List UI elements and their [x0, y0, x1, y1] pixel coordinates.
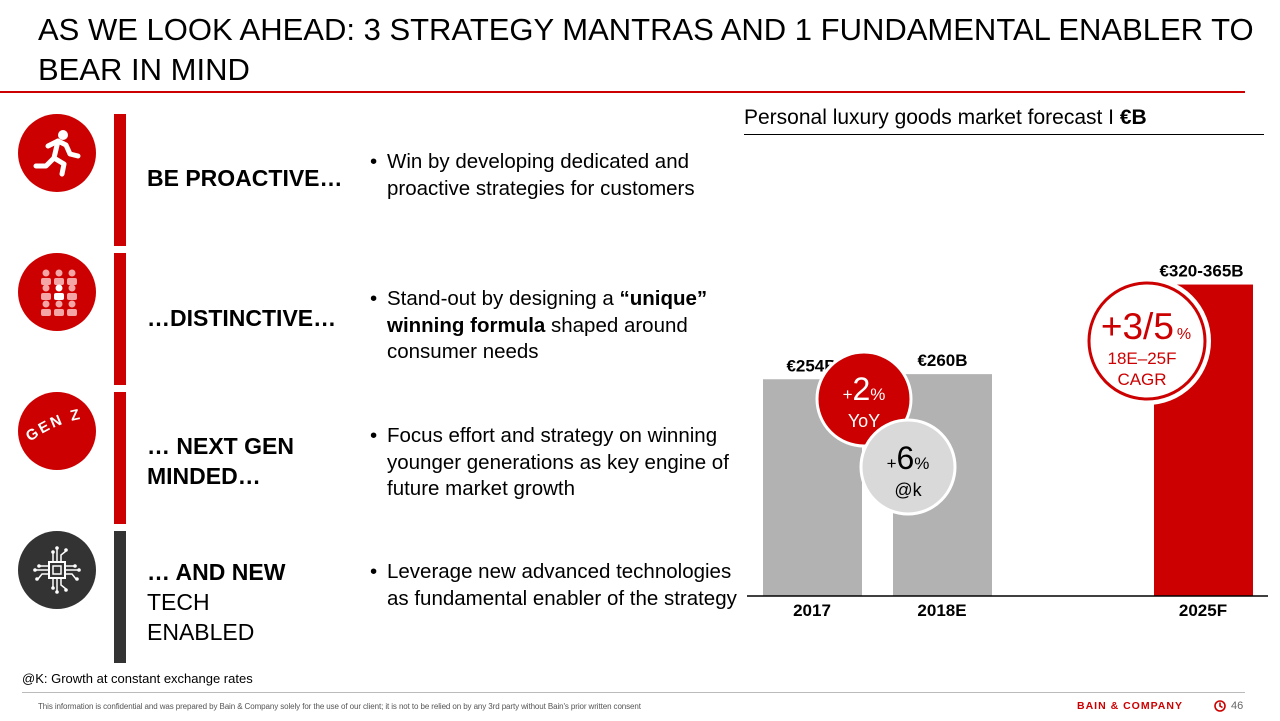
confidential-notice: This information is confidential and was… — [38, 702, 641, 711]
gen-z-label: GEN Z — [23, 406, 81, 445]
data-label: €254B — [786, 356, 836, 375]
x-tick-label: 2017 — [793, 601, 831, 620]
mantra-next-gen: … NEXT GEN MINDED… — [147, 433, 294, 489]
constant-fx-growth-badge: +6% @k — [859, 418, 957, 516]
x-tick-label: 2018E — [917, 601, 966, 620]
page-title: AS WE LOOK AHEAD: 3 STRATEGY MANTRAS AND… — [38, 12, 1254, 87]
mantra-distinctive: …DISTINCTIVE… — [147, 305, 337, 331]
row-accent-bar — [114, 114, 126, 246]
x-tick-label: 2025F — [1179, 601, 1227, 620]
row-accent-bar — [114, 392, 126, 524]
svg-text:@k: @k — [894, 480, 922, 500]
yoy-growth-badge: +2% YoY — [815, 350, 913, 448]
bullet-next-gen: • Focus effort and strategy on winning y… — [370, 424, 729, 500]
crowd-icon — [18, 253, 96, 331]
row-accent-bar — [114, 531, 126, 663]
footer-divider — [22, 692, 1245, 693]
bullet-tech: • Leverage new advanced technologies as … — [370, 560, 737, 610]
title-divider — [0, 91, 1245, 93]
chip-icon — [18, 531, 96, 609]
brand-mark-icon — [1214, 700, 1226, 712]
svg-text:GEN Z: GEN Z — [23, 406, 84, 445]
market-forecast-chart: €254B 2017 €260B 2018E €320-365B 2025F +2% YoY… — [747, 262, 1268, 620]
data-label: €260B — [917, 351, 967, 370]
svg-text:18E–25F: 18E–25F — [1108, 349, 1177, 368]
data-label: €320-365B — [1159, 262, 1243, 281]
gen-z-icon: GEN Z — [18, 392, 96, 470]
svg-text:CAGR: CAGR — [1117, 370, 1166, 389]
svg-text:+2%: +2% — [843, 371, 886, 407]
runner-icon — [18, 114, 96, 192]
bullet-distinctive: • Stand-out by designing a “unique” winn… — [370, 287, 708, 363]
page-number: 46 — [1231, 700, 1244, 712]
mantra-tech: … AND NEW TECH ENABLED — [147, 559, 286, 645]
svg-text:+6%: +6% — [887, 440, 930, 476]
svg-text:+3/5%: +3/5% — [1101, 306, 1191, 347]
row-accent-bar — [114, 253, 126, 385]
bullet-proactive: • Win by developing dedicated and proact… — [370, 150, 695, 200]
brand-logo: BAIN & COMPANY — [1077, 700, 1183, 712]
chart-title-divider — [744, 134, 1264, 135]
svg-text:YoY: YoY — [848, 411, 880, 431]
mantra-proactive: BE PROACTIVE… — [147, 165, 343, 191]
cagr-badge: +3/5 % 18E–25F CAGR — [1083, 277, 1211, 405]
chart-title: Personal luxury goods market forecast I … — [744, 106, 1147, 129]
footnote: @K: Growth at constant exchange rates — [22, 671, 253, 686]
